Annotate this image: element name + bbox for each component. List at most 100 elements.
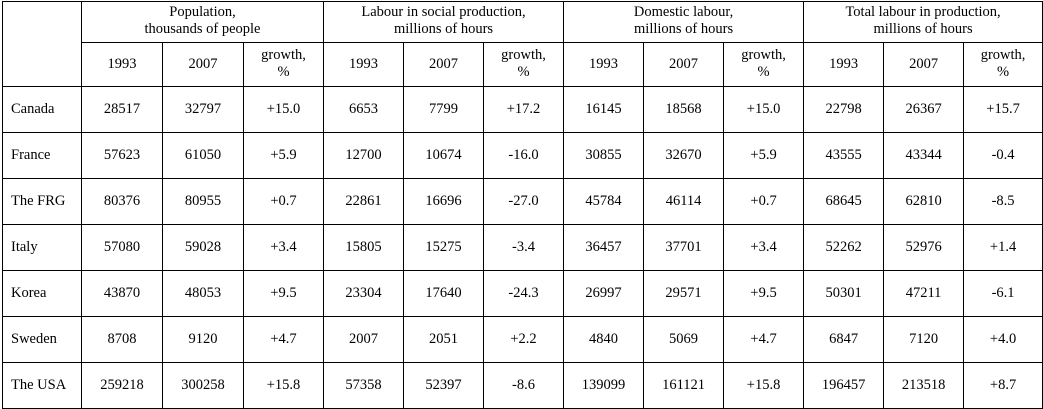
year-2007-header: 2007 <box>883 42 965 87</box>
value-cell: 18568 <box>643 86 725 133</box>
group-title-line2: millions of hours <box>634 21 734 37</box>
table-row: Sweden 8708 9120 +4.7 2007 2051 +2.2 484… <box>2 316 1043 363</box>
growth-cell: +4.0 <box>963 316 1043 363</box>
value-cell: 196457 <box>803 362 885 409</box>
group-title-line2: millions of hours <box>393 21 494 37</box>
value-cell: 36457 <box>563 224 645 271</box>
value-cell: 213518 <box>883 362 965 409</box>
table-row: Korea 43870 48053 +9.5 23304 17640 -24.3… <box>2 270 1043 317</box>
group-header-total-labour: Total labour in production, millions of h… <box>803 1 1043 43</box>
table-row: Canada 28517 32797 +15.0 6653 7799 +17.2… <box>2 86 1043 133</box>
growth-unit: % <box>997 64 1010 80</box>
year-1993-header: 1993 <box>803 42 885 87</box>
year-2007-header: 2007 <box>643 42 725 87</box>
value-cell: 10674 <box>403 132 485 179</box>
growth-label: growth, <box>501 47 546 63</box>
value-cell: 52262 <box>803 224 885 271</box>
value-cell: 12700 <box>323 132 405 179</box>
value-cell: 17640 <box>403 270 485 317</box>
group-title-line1: Labour in social production, <box>361 4 526 20</box>
value-cell: 2051 <box>403 316 485 363</box>
growth-cell: +15.8 <box>723 362 805 409</box>
value-cell: 4840 <box>563 316 645 363</box>
group-title-line1: Total labour in production, <box>845 4 1001 20</box>
growth-unit: % <box>757 64 770 80</box>
country-cell: France <box>2 132 82 179</box>
table-row: Italy 57080 59028 +3.4 15805 15275 -3.4 … <box>2 224 1043 271</box>
value-cell: 59028 <box>162 224 244 271</box>
header-sub-row: 1993 2007 growth,% 1993 2007 growth,% 19… <box>3 42 1043 87</box>
value-cell: 26367 <box>883 86 965 133</box>
value-cell: 28517 <box>81 86 163 133</box>
growth-cell: -16.0 <box>483 132 565 179</box>
value-cell: 80955 <box>162 178 244 225</box>
header-group-row: Population, thousands of people Labour in… <box>2 1 1043 87</box>
country-cell: Sweden <box>2 316 82 363</box>
value-cell: 15275 <box>403 224 485 271</box>
country-cell: The USA <box>2 362 82 409</box>
year-2007-header: 2007 <box>162 42 244 87</box>
growth-cell: +9.5 <box>723 270 805 317</box>
value-cell: 68645 <box>803 178 885 225</box>
value-cell: 259218 <box>81 362 163 409</box>
growth-header: growth,% <box>723 42 805 87</box>
value-cell: 5069 <box>643 316 725 363</box>
growth-header: growth,% <box>963 42 1043 87</box>
growth-cell: +3.4 <box>723 224 805 271</box>
table-body: Canada 28517 32797 +15.0 6653 7799 +17.2… <box>2 86 1043 409</box>
value-cell: 2007 <box>323 316 405 363</box>
country-cell: Canada <box>2 86 82 133</box>
table-row: The USA 259218 300258 +15.8 57358 52397 … <box>2 362 1043 409</box>
value-cell: 62810 <box>883 178 965 225</box>
growth-cell: -24.3 <box>483 270 565 317</box>
growth-cell: +4.7 <box>723 316 805 363</box>
value-cell: 47211 <box>883 270 965 317</box>
table-row: France 57623 61050 +5.9 12700 10674 -16.… <box>2 132 1043 179</box>
year-1993-header: 1993 <box>323 42 405 87</box>
value-cell: 46114 <box>643 178 725 225</box>
growth-cell: +15.0 <box>242 86 325 133</box>
group-title-line2: millions of hours <box>873 21 973 37</box>
value-cell: 16145 <box>563 86 645 133</box>
value-cell: 43344 <box>883 132 965 179</box>
growth-unit: % <box>277 64 290 80</box>
value-cell: 161121 <box>643 362 725 409</box>
value-cell: 52976 <box>883 224 965 271</box>
value-cell: 61050 <box>162 132 244 179</box>
value-cell: 23304 <box>323 270 405 317</box>
growth-cell: +0.7 <box>242 178 325 225</box>
growth-cell: +15.0 <box>723 86 805 133</box>
value-cell: 52397 <box>403 362 485 409</box>
value-cell: 57623 <box>81 132 163 179</box>
value-cell: 45784 <box>563 178 645 225</box>
value-cell: 300258 <box>162 362 244 409</box>
value-cell: 32797 <box>162 86 244 133</box>
value-cell: 15805 <box>323 224 405 271</box>
value-cell: 43555 <box>803 132 885 179</box>
growth-header: growth,% <box>242 42 325 87</box>
growth-label: growth, <box>980 47 1026 63</box>
growth-cell: -8.5 <box>963 178 1043 225</box>
value-cell: 6847 <box>803 316 885 363</box>
year-1993-header: 1993 <box>563 42 645 87</box>
country-header-cell <box>2 1 82 87</box>
growth-cell: +5.9 <box>723 132 805 179</box>
value-cell: 50301 <box>803 270 885 317</box>
value-cell: 139099 <box>563 362 645 409</box>
value-cell: 22798 <box>803 86 885 133</box>
group-header-social-labour: Labour in social production, millions of … <box>323 1 565 43</box>
country-cell: Korea <box>2 270 82 317</box>
growth-unit: % <box>517 64 530 80</box>
value-cell: 43870 <box>81 270 163 317</box>
growth-header: growth,% <box>483 42 565 87</box>
growth-cell: -3.4 <box>483 224 565 271</box>
growth-cell: +0.7 <box>723 178 805 225</box>
value-cell: 16696 <box>403 178 485 225</box>
group-header-domestic-labour: Domestic labour, millions of hours <box>563 1 805 43</box>
value-cell: 57080 <box>81 224 163 271</box>
year-2007-header: 2007 <box>403 42 485 87</box>
growth-cell: +8.7 <box>963 362 1043 409</box>
value-cell: 57358 <box>323 362 405 409</box>
year-1993-header: 1993 <box>81 42 163 87</box>
growth-cell: +9.5 <box>242 270 325 317</box>
